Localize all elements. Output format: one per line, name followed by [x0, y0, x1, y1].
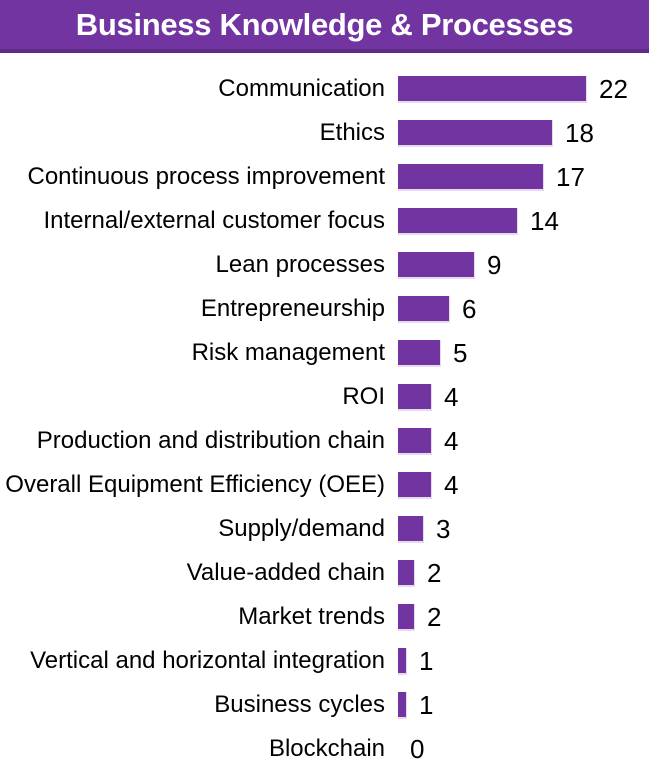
bar [398, 119, 553, 147]
bar [398, 647, 407, 675]
value-label: 1 [419, 690, 434, 720]
bar-zone: 4 [398, 463, 649, 507]
category-label: Vertical and horizontal integration [30, 647, 385, 674]
chart-title-banner: Business Knowledge & Processes [0, 0, 649, 53]
chart-title: Business Knowledge & Processes [75, 6, 574, 42]
bar-zone: 0 [398, 727, 649, 770]
chart-row: Lean processes 9 [0, 243, 649, 287]
value-label: 9 [487, 250, 502, 280]
category-label: Lean processes [215, 251, 385, 278]
value-label: 3 [436, 514, 451, 544]
bar-zone: 17 [398, 155, 649, 199]
chart-row: Value-added chain 2 [0, 551, 649, 595]
value-label: 1 [419, 646, 434, 676]
bar-zone: 4 [398, 419, 649, 463]
bar [398, 163, 544, 191]
category-label: Supply/demand [218, 515, 385, 542]
bar-zone: 3 [398, 507, 649, 551]
bar [398, 339, 441, 367]
category-label: Overall Equipment Efficiency (OEE) [5, 471, 385, 498]
bar [398, 559, 415, 587]
category-label: Production and distribution chain [36, 427, 385, 454]
category-label: Business cycles [214, 691, 385, 718]
value-label: 18 [565, 118, 594, 148]
category-label: Value-added chain [186, 559, 385, 586]
chart-row: Internal/external customer focus 14 [0, 199, 649, 243]
bar [398, 515, 424, 543]
value-label: 17 [556, 162, 585, 192]
chart-row: Production and distribution chain 4 [0, 419, 649, 463]
chart-row: Continuous process improvement 17 [0, 155, 649, 199]
bar [398, 691, 407, 719]
chart-row: Blockchain 0 [0, 727, 649, 770]
value-label: 2 [427, 602, 442, 632]
bar-zone: 1 [398, 639, 649, 683]
value-label: 4 [444, 470, 459, 500]
chart-row: Market trends 2 [0, 595, 649, 639]
chart-row: ROI 4 [0, 375, 649, 419]
bar [398, 207, 518, 235]
category-label: Market trends [238, 603, 385, 630]
bar-zone: 18 [398, 111, 649, 155]
chart-row: Entrepreneurship 6 [0, 287, 649, 331]
bar-chart: Communication 22 Ethics 18 Continuous proces… [0, 53, 649, 770]
chart-row: Communication 22 [0, 67, 649, 111]
category-label: Internal/external customer focus [43, 207, 386, 234]
value-label: 0 [410, 734, 425, 764]
value-label: 5 [453, 338, 468, 368]
value-label: 4 [444, 426, 459, 456]
bar-zone: 6 [398, 287, 649, 331]
bar [398, 295, 450, 323]
category-label: Entrepreneurship [200, 295, 385, 322]
chart-row: Vertical and horizontal integration 1 [0, 639, 649, 683]
bar [398, 603, 415, 631]
bar [398, 427, 432, 455]
bar-zone: 2 [398, 551, 649, 595]
bar [398, 75, 587, 103]
category-label: Ethics [319, 119, 385, 146]
bar [398, 251, 475, 279]
value-label: 22 [599, 74, 628, 104]
value-label: 14 [530, 206, 559, 236]
chart-row: Ethics 18 [0, 111, 649, 155]
chart-row: Overall Equipment Efficiency (OEE) 4 [0, 463, 649, 507]
bar-zone: 2 [398, 595, 649, 639]
bar-zone: 4 [398, 375, 649, 419]
bar [398, 471, 432, 499]
category-label: Blockchain [268, 735, 385, 762]
value-label: 2 [427, 558, 442, 588]
category-label: Communication [218, 75, 385, 102]
category-label: Continuous process improvement [27, 163, 385, 190]
bar-zone: 9 [398, 243, 649, 287]
bar-zone: 22 [398, 67, 649, 111]
category-label: Risk management [191, 339, 385, 366]
bar-zone: 1 [398, 683, 649, 727]
category-label: ROI [342, 383, 385, 410]
bar [398, 383, 432, 411]
chart-row: Business cycles 1 [0, 683, 649, 727]
chart-row: Supply/demand 3 [0, 507, 649, 551]
bar-zone: 5 [398, 331, 649, 375]
value-label: 4 [444, 382, 459, 412]
bar-zone: 14 [398, 199, 649, 243]
chart-row: Risk management 5 [0, 331, 649, 375]
value-label: 6 [462, 294, 477, 324]
